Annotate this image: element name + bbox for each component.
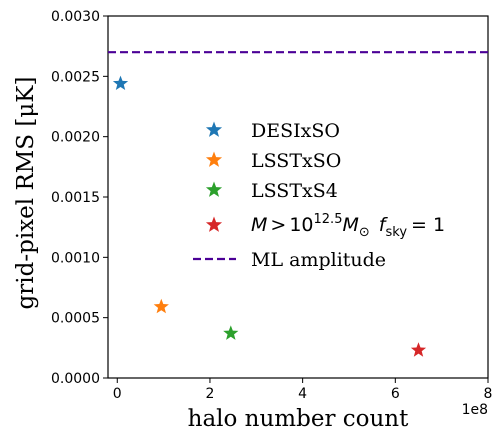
legend-star <box>205 216 223 232</box>
legend: DESIxSO LSSTxSO LSSTxS4 M >1012.5M⊙ fsky = … <box>193 120 445 271</box>
x-tick-label: 4 <box>298 386 307 402</box>
legend-entry-ml-amplitude: ML amplitude <box>193 249 386 271</box>
legend-entry-desixso: DESIxSO <box>205 120 340 142</box>
data-point-2 <box>153 298 169 314</box>
legend-label-lsstxs4: LSSTxS4 <box>251 180 338 202</box>
y-tick-label: 0.0005 <box>51 311 100 327</box>
legend-star <box>205 121 223 137</box>
legend-marker-desixso <box>205 121 223 137</box>
y-axis-label: grid-pixel RMS [μK] <box>13 77 39 310</box>
x-axis-offset-text: 1e8 <box>462 402 488 418</box>
data-points <box>112 75 427 357</box>
legend-marker-mass-cut <box>205 216 223 232</box>
x-tick-label: 0 <box>113 386 122 402</box>
legend-label-desixso: DESIxSO <box>251 120 340 142</box>
legend-marker-lsstxs4 <box>205 181 223 197</box>
x-tick-label: 6 <box>391 386 400 402</box>
y-tick-label: 0.0020 <box>51 130 100 146</box>
y-tick-label: 0.0015 <box>51 190 100 206</box>
legend-entry-mass-cut: M >1012.5M⊙ fsky = 1 <box>205 212 445 240</box>
x-tick-label: 8 <box>484 386 493 402</box>
legend-marker-lsstxso <box>205 151 223 167</box>
legend-label-ml-amplitude: ML amplitude <box>251 249 386 271</box>
x-tick-label: 2 <box>205 386 214 402</box>
y-axis-ticks: 0.0000 0.0005 0.0010 0.0015 0.0020 0.0025 0.00… <box>51 9 108 387</box>
y-tick-label: 0.0000 <box>51 371 100 387</box>
legend-label-mass-cut: M >1012.5M⊙ fsky = 1 <box>251 212 445 240</box>
legend-star <box>205 151 223 167</box>
legend-entry-lsstxs4: LSSTxS4 <box>205 180 338 202</box>
x-axis-label: halo number count <box>188 406 409 432</box>
y-tick-label: 0.0030 <box>51 9 100 25</box>
y-tick-label: 0.0025 <box>51 69 100 85</box>
legend-star <box>205 181 223 197</box>
data-point-1 <box>112 75 129 91</box>
legend-entry-lsstxso: LSSTxSO <box>205 150 341 172</box>
x-axis-ticks: 0 2 4 6 8 <box>113 378 493 402</box>
data-point-4 <box>410 342 427 357</box>
y-tick-label: 0.0010 <box>51 250 100 266</box>
legend-label-lsstxso: LSSTxSO <box>251 150 341 172</box>
data-point-3 <box>223 325 239 340</box>
